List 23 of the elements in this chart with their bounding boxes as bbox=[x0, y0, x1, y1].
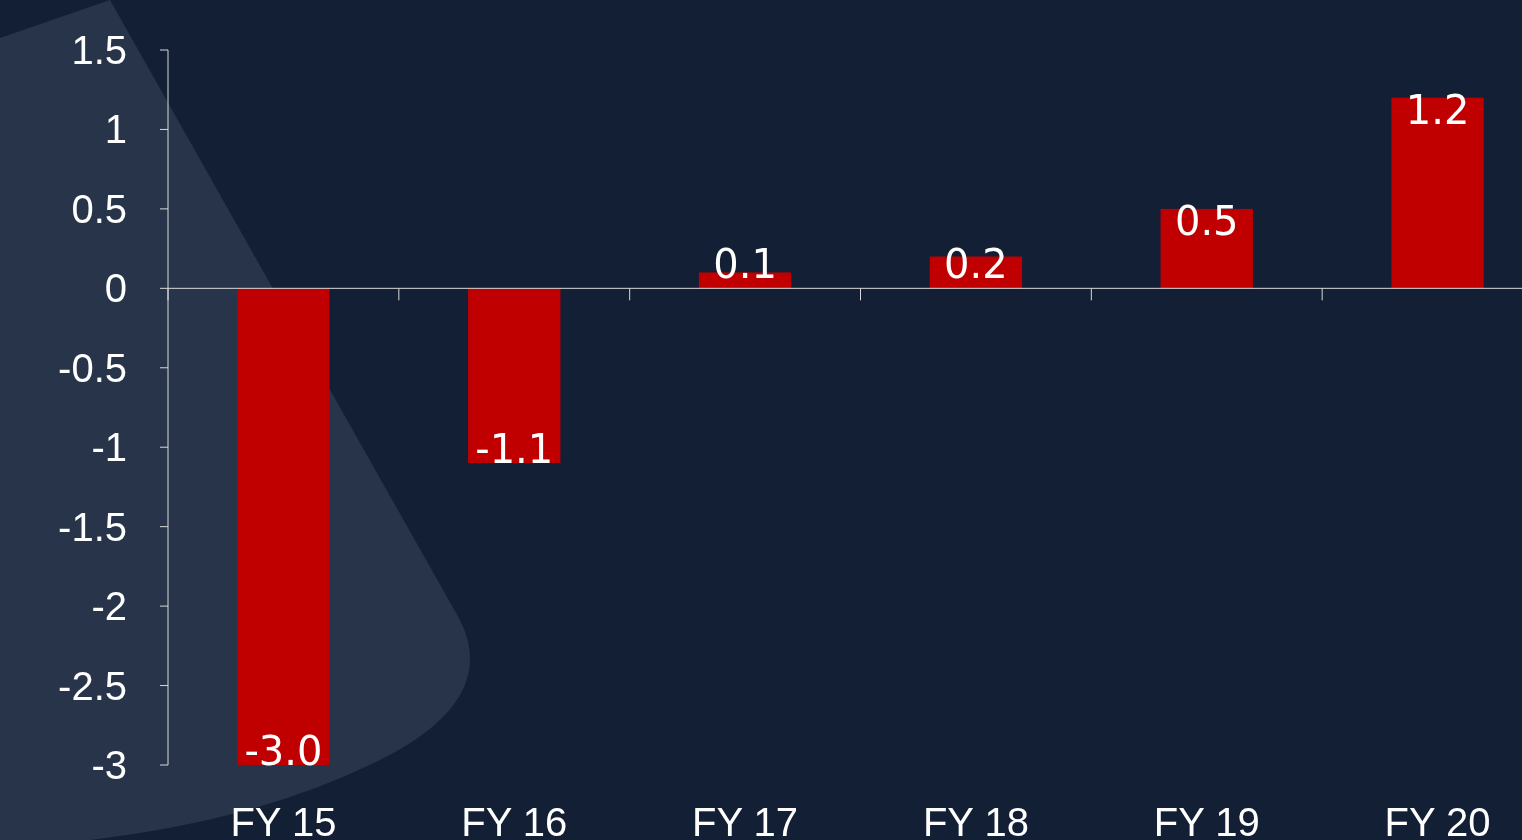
data-label: -1.1 bbox=[475, 426, 554, 473]
y-tick-label: 0.5 bbox=[71, 186, 127, 231]
data-label: 0.2 bbox=[944, 241, 1008, 288]
y-tick-label: -1.5 bbox=[58, 504, 127, 549]
y-tick-label: -2 bbox=[91, 584, 127, 629]
bar bbox=[468, 288, 561, 464]
y-tick-label: 0 bbox=[104, 266, 127, 311]
x-tick-label: FY 15 bbox=[230, 800, 337, 840]
x-tick-label: FY 17 bbox=[692, 800, 799, 840]
x-tick-label: FY 19 bbox=[1153, 800, 1260, 840]
x-tick-label: FY 16 bbox=[461, 800, 568, 840]
data-label: -3.0 bbox=[244, 728, 323, 774]
y-tick-label: -2.5 bbox=[58, 663, 127, 708]
bar bbox=[237, 288, 330, 765]
y-tick-label: 1 bbox=[104, 107, 127, 152]
y-tick-label: -0.5 bbox=[58, 345, 127, 390]
data-label: 0.5 bbox=[1174, 197, 1239, 244]
y-tick-label: 1.5 bbox=[71, 28, 127, 72]
y-tick-label: -1 bbox=[91, 425, 127, 470]
y-tick-label: -3 bbox=[91, 743, 127, 787]
x-tick-label: FY 18 bbox=[922, 800, 1029, 840]
data-label: 1.2 bbox=[1405, 86, 1470, 133]
x-tick-label: FY 20 bbox=[1384, 800, 1491, 840]
